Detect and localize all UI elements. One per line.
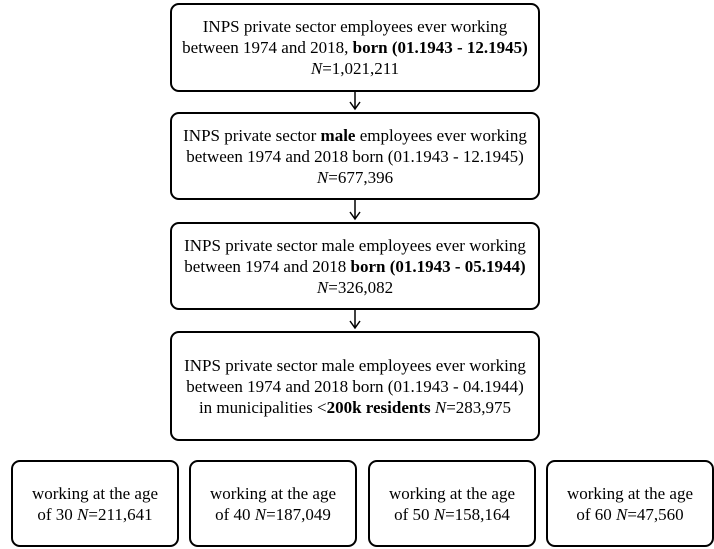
n-value: =1,021,211 xyxy=(322,59,400,78)
outcome-label: working at the age of 50 xyxy=(388,483,516,524)
bold-text: born (01.1943 - 05.1944) xyxy=(350,256,526,276)
n-symbol: N xyxy=(316,277,329,297)
outcome-box: working at the age of 40 N=187,049 xyxy=(189,460,357,547)
n-symbol: N xyxy=(434,397,447,417)
n-value: =677,396 xyxy=(328,167,394,187)
step-text: INPS private sector male employees ever … xyxy=(182,235,528,298)
outcome-box: working at the age of 30 N=211,641 xyxy=(11,460,179,547)
step-box: INPS private sector male employees ever … xyxy=(170,112,540,200)
n-value: =326,082 xyxy=(328,277,394,297)
text: INPS private sector male employees ever … xyxy=(184,355,526,417)
n-value: =211,641 xyxy=(88,504,153,524)
arrow xyxy=(349,310,361,330)
arrow-group xyxy=(349,91,361,330)
outcome-label: working at the age of 60 xyxy=(566,483,694,524)
n-value: =158,164 xyxy=(445,504,510,524)
step-box: INPS private sector employees ever worki… xyxy=(170,3,540,92)
outcome-box: working at the age of 50 N=158,164 xyxy=(368,460,536,547)
outcome-label: working at the age of 40 xyxy=(209,483,337,524)
n-value: =187,049 xyxy=(266,504,331,524)
text: INPS private sector male employees ever … xyxy=(184,235,526,276)
n-symbol: N xyxy=(310,59,323,78)
n-symbol: N xyxy=(433,504,446,524)
outcome-box: working at the age of 60 N=47,560 xyxy=(546,460,714,547)
outcome-text: working at the age of 40 N=187,049 xyxy=(207,483,339,525)
text: INPS private sector employees ever worki… xyxy=(182,17,508,57)
step-text: INPS private sector male employees ever … xyxy=(182,125,528,188)
n-value: =47,560 xyxy=(627,504,684,524)
outcome-text: working at the age of 30 N=211,641 xyxy=(29,483,161,525)
bold-text: born (01.1943 - 12.1945) xyxy=(352,38,528,57)
step-box: INPS private sector male employees ever … xyxy=(170,331,540,441)
arrow xyxy=(349,91,361,111)
step-text: INPS private sector employees ever worki… xyxy=(182,16,528,79)
n-symbol: N xyxy=(254,504,267,524)
outcome-label: working at the age of 30 xyxy=(31,483,159,524)
arrow xyxy=(349,200,361,221)
bold-text: 200k residents xyxy=(326,397,431,417)
step-box: INPS private sector male employees ever … xyxy=(170,222,540,310)
text: INPS private sector xyxy=(183,125,317,145)
outcome-text: working at the age of 60 N=47,560 xyxy=(564,483,696,525)
n-symbol: N xyxy=(316,167,329,187)
n-symbol: N xyxy=(615,504,628,524)
n-symbol: N xyxy=(77,504,89,524)
bold-text: male xyxy=(320,125,356,145)
n-value: =283,975 xyxy=(446,397,512,417)
text: employees ever working between 1974 and … xyxy=(186,125,527,166)
outcome-text: working at the age of 50 N=158,164 xyxy=(386,483,518,525)
step-text: INPS private sector male employees ever … xyxy=(182,355,528,418)
